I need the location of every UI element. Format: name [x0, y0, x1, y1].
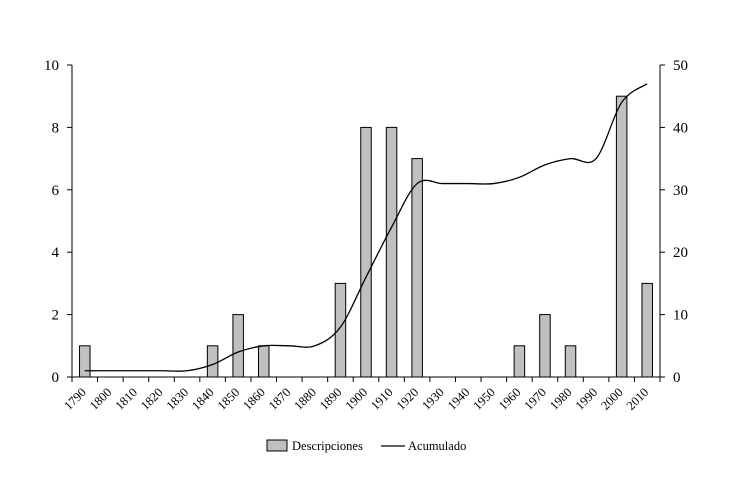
- y-left-tick-label: 4: [52, 245, 60, 261]
- bar-descripciones: [539, 314, 551, 378]
- x-tick-label: 1930: [419, 385, 447, 413]
- x-tick-label: 2000: [598, 385, 626, 413]
- x-tick-label: 1790: [61, 385, 89, 413]
- x-tick-label: 1880: [291, 385, 319, 413]
- x-tick-label: 1810: [112, 385, 140, 413]
- y-right-tick-label: 30: [673, 183, 688, 199]
- x-tick-label: 1820: [138, 385, 166, 413]
- legend-label-acumulado: Acumulado: [408, 439, 466, 453]
- bar-descripciones: [564, 345, 577, 378]
- bar-descripciones: [615, 95, 628, 378]
- x-tick-label: 1950: [470, 385, 498, 413]
- legend-label-descripciones: Descripciones: [292, 439, 363, 453]
- bars: [79, 95, 653, 378]
- x-tick-label: 1800: [87, 385, 115, 413]
- bar-descripciones: [79, 345, 91, 378]
- x-tick-label: 1960: [496, 385, 524, 413]
- bar-descripciones: [513, 345, 526, 378]
- cumulative-line-layer: [84, 83, 648, 372]
- bar-descripciones: [360, 126, 372, 378]
- bar-descripciones: [641, 282, 653, 378]
- y-left-tick-label: 8: [52, 120, 60, 136]
- x-tick-label: 1860: [240, 385, 268, 413]
- y-right-tick-label: 10: [673, 308, 688, 324]
- bar-descripciones: [206, 345, 219, 378]
- x-tick-label: 1870: [266, 385, 294, 413]
- bar-descripciones: [411, 158, 423, 378]
- y-right-tick-label: 0: [673, 370, 681, 386]
- bar-descripciones: [257, 345, 270, 378]
- line-acumulado: [84, 83, 648, 372]
- x-tick-label: 1920: [394, 385, 422, 413]
- x-tick-label: 1900: [343, 385, 371, 413]
- x-tick-label: 1830: [164, 385, 192, 413]
- y-right-tick-label: 40: [673, 120, 688, 136]
- legend: Descripciones Acumulado: [266, 439, 466, 453]
- x-tick-label: 1980: [547, 385, 575, 413]
- x-tick-label: 1890: [317, 385, 345, 413]
- x-tick-label: 1990: [573, 385, 601, 413]
- bar-descripciones: [232, 314, 244, 378]
- x-tick-label: 1850: [215, 385, 243, 413]
- x-tick-label: 1970: [522, 385, 550, 413]
- x-tick-label: 1840: [189, 385, 217, 413]
- y-right-tick-label: 50: [673, 58, 688, 74]
- bar-descripciones: [334, 282, 347, 378]
- y-left-tick-label: 6: [52, 183, 60, 199]
- bar-descripciones: [385, 126, 398, 378]
- y-right-tick-label: 20: [673, 245, 688, 261]
- y-left-tick-label: 10: [44, 58, 59, 74]
- y-left-tick-label: 0: [52, 370, 60, 386]
- x-tick-label: 2010: [624, 385, 652, 413]
- x-tick-label: 1910: [368, 385, 396, 413]
- x-tick-label: 1940: [445, 385, 473, 413]
- legend-swatch-descripciones: [266, 439, 288, 452]
- y-left-tick-label: 2: [52, 308, 60, 324]
